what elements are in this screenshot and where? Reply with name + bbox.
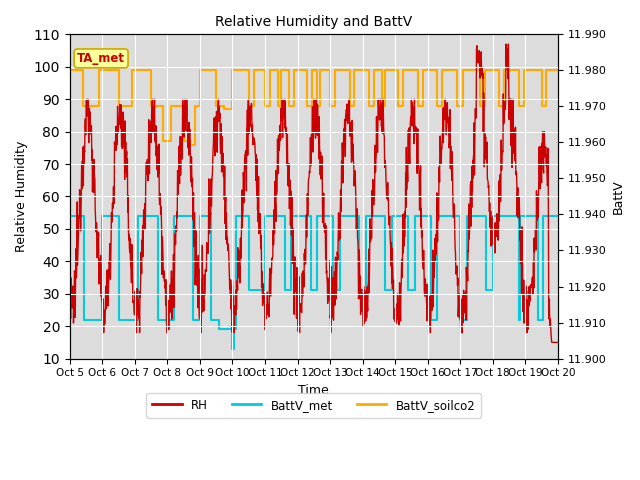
Text: TA_met: TA_met xyxy=(77,52,125,65)
Y-axis label: BattV: BattV xyxy=(612,179,625,214)
RH xyxy=(173,168,181,173)
BattV_soilco2 xyxy=(554,67,562,73)
BattV_soilco2 xyxy=(66,67,74,73)
Line: BattV_soilco2: BattV_soilco2 xyxy=(70,70,558,144)
BattV_soilco2 xyxy=(191,103,199,108)
BattV_soilco2 xyxy=(438,67,446,73)
BattV_met xyxy=(66,213,74,219)
BattV_soilco2 xyxy=(481,67,488,73)
RH xyxy=(511,126,518,132)
RH xyxy=(388,245,396,251)
BattV_met xyxy=(554,213,562,219)
RH xyxy=(66,306,74,312)
Title: Relative Humidity and BattV: Relative Humidity and BattV xyxy=(215,15,412,29)
BattV_met xyxy=(330,288,337,293)
RH xyxy=(554,339,562,345)
BattV_soilco2 xyxy=(399,67,407,73)
RH xyxy=(257,233,265,239)
BattV_met xyxy=(463,317,470,323)
RH xyxy=(468,188,476,194)
X-axis label: Time: Time xyxy=(298,384,329,397)
BattV_soilco2 xyxy=(186,142,194,147)
BattV_soilco2 xyxy=(308,103,316,108)
Line: BattV_met: BattV_met xyxy=(70,216,558,349)
BattV_met xyxy=(228,346,236,352)
RH xyxy=(502,41,510,47)
BattV_met xyxy=(388,288,396,293)
RH xyxy=(269,228,277,233)
BattV_met xyxy=(134,317,142,323)
BattV_met xyxy=(245,213,253,219)
RH xyxy=(548,339,556,345)
Line: RH: RH xyxy=(70,44,558,342)
BattV_soilco2 xyxy=(212,67,220,73)
Y-axis label: Relative Humidity: Relative Humidity xyxy=(15,141,28,252)
BattV_met xyxy=(404,213,412,219)
Legend: RH, BattV_met, BattV_soilco2: RH, BattV_met, BattV_soilco2 xyxy=(147,393,481,418)
